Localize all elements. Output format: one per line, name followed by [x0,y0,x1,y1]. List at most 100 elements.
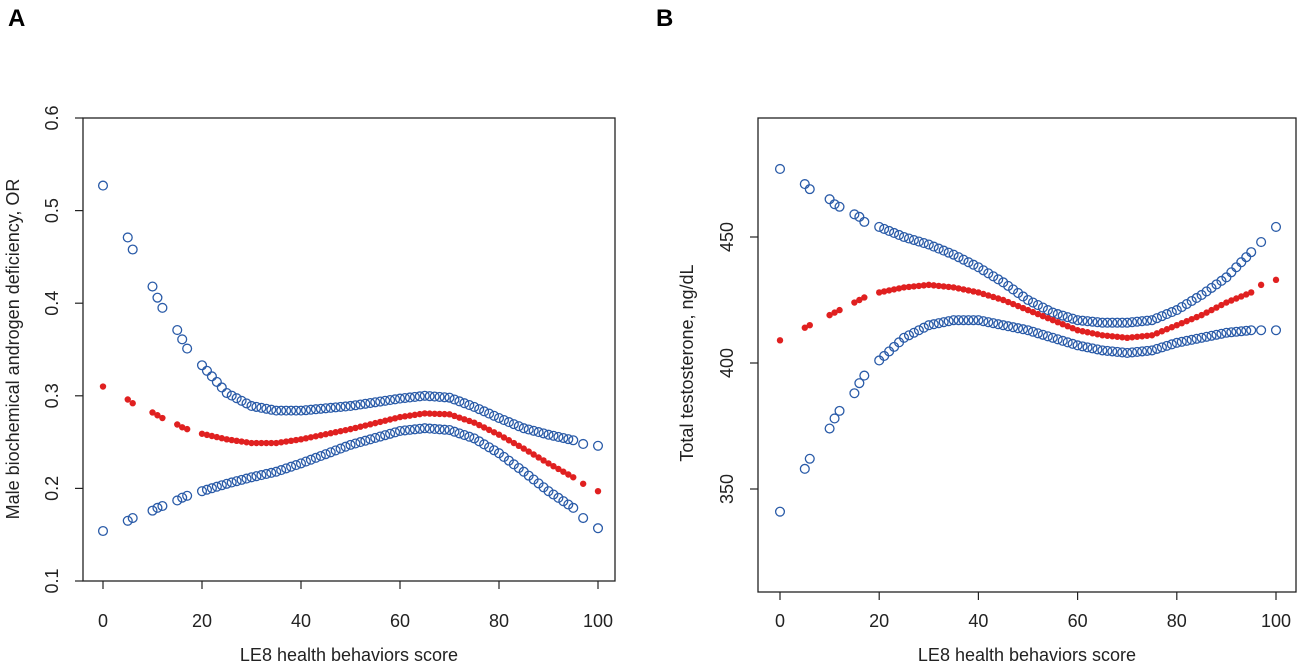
panel-b-point-estimate [920,282,928,289]
panel-a-point-lower-95-ci [271,466,282,477]
panel-a-point-upper-95-ci [241,398,252,409]
panel-a-point-lower-95-ci [449,426,460,437]
panel-a-point-estimate [446,411,453,418]
panel-a-point-lower-95-ci [394,425,406,437]
panel-b-point-lower-95-ci [1181,335,1192,346]
panel-b-point-upper-95-ci [908,234,919,246]
panel-b-point-upper-95-ci [1256,236,1267,248]
panel-a-point-estimate [327,430,334,437]
panel-b-point-upper-95-ci [1092,317,1103,328]
panel-a-point-upper-95-ci [434,391,445,402]
panel-a-y-tick-label: 0.5 [42,198,62,223]
panel-b-point-estimate [1024,306,1032,314]
panel-a-point-estimate [377,418,384,426]
panel-b-point-estimate [1099,332,1106,339]
panel-a-x-axis-title: LE8 health behaviors score [240,645,458,663]
panel-a-point-estimate [431,410,438,417]
panel-a-y-tick-label: 0.1 [42,568,62,593]
panel-b-point-upper-95-ci [824,194,835,205]
panel-a-point-upper-95-ci [256,402,267,413]
panel-b-point-lower-95-ci [1082,342,1093,353]
panel-b-point-lower-95-ci [1067,338,1078,349]
panel-a-point-estimate [426,410,433,417]
panel-a-x-tick-label: 100 [583,611,613,631]
panel-a-point-upper-95-ci [236,395,247,406]
panel-b-point-upper-95-ci [1032,299,1043,311]
panel-b-point-lower-95-ci [1236,326,1247,337]
panel-a-point-lower-95-ci [266,467,277,478]
panel-a-point-upper-95-ci [548,430,559,441]
panel-b-point-upper-95-ci [983,268,994,279]
panel-b-point-upper-95-ci [1097,317,1108,328]
panel-b-point-upper-95-ci [884,225,895,237]
panel-b-point-estimate [1243,291,1250,298]
panel-a-point-lower-95-ci [300,456,312,467]
panel-b-point-estimate [985,292,992,299]
panel-b-point-lower-95-ci [933,318,944,329]
panel-a-point-upper-95-ci [97,180,109,191]
panel-b-point-upper-95-ci [903,233,915,244]
panel-b-point-estimate [925,281,932,289]
panel-a-point-upper-95-ci [127,244,138,255]
panel-a-point-lower-95-ci [256,470,267,481]
panel-b-point-estimate [1000,296,1007,304]
panel-b-point-upper-95-ci [973,262,984,273]
panel-a-y-tick-label: 0.2 [42,476,62,501]
panel-a-point-lower-95-ci [97,525,109,537]
panel-a-point-upper-95-ci [172,325,183,336]
panel-a-point-upper-95-ci [439,392,450,403]
panel-a-point-lower-95-ci [127,512,138,524]
panel-b-point-lower-95-ci [1042,331,1053,342]
panel-a-point-lower-95-ci [543,486,554,497]
panel-a-point-lower-95-ci [211,481,222,492]
panel-b-point-estimate [1228,297,1235,304]
panel-a-point-lower-95-ci [246,472,257,483]
panel-b-point-lower-95-ci [998,320,1009,331]
panel-b-point-estimate [930,282,937,289]
panel-b-point-lower-95-ci [1186,334,1197,345]
panel-b-point-estimate [1218,301,1225,309]
panel-b-point-upper-95-ci [988,271,999,282]
panel-b-point-lower-95-ci [834,405,845,416]
panel-b-point-upper-95-ci [1042,305,1053,316]
panel-b-point-lower-95-ci [1122,347,1133,358]
panel-b-point-lower-95-ci [1102,345,1113,356]
panel-a-point-lower-95-ci [281,463,292,474]
panel-b-point-estimate [1074,327,1081,334]
panel-b-point-lower-95-ci [1141,345,1153,356]
panel-a-point-lower-95-ci [563,499,574,510]
panel-b-point-upper-95-ci [799,179,810,190]
panel-a-label: A [8,5,25,32]
panel-a-point-upper-95-ci [553,431,564,442]
panel-b-point-upper-95-ci [1027,297,1039,308]
panel-b-point-lower-95-ci [1022,325,1034,336]
panel-a-point-estimate [456,414,463,421]
panel-b-point-estimate [885,287,893,294]
panel-a-point-lower-95-ci [365,434,376,445]
panel-b-point-lower-95-ci [978,316,989,327]
panel-a-point-lower-95-ci [548,489,559,500]
panel-a-point-lower-95-ci [444,425,455,436]
panel-a-point-estimate [565,471,572,478]
panel-b-point-upper-95-ci [1156,311,1167,322]
panel-b-point-lower-95-ci [1171,337,1182,348]
panel-a-point-upper-95-ci [345,400,356,412]
panel-a-x-tick-label: 20 [192,611,212,631]
panel-a-point-lower-95-ci [568,502,579,513]
panel-b-point-lower-95-ci [824,423,835,434]
panel-a-point-estimate [421,410,428,417]
panel-b-x-tick-label: 100 [1261,611,1291,631]
panel-a-point-estimate [396,413,404,421]
panel-a-point-estimate [466,417,473,425]
panel-a-point-upper-95-ci [568,435,579,446]
panel-b-point-lower-95-ci [1270,325,1282,336]
panel-a-point-lower-95-ci [335,443,346,454]
panel-a-x-tick-label: 60 [390,611,410,631]
panel-a-point-upper-95-ci [449,394,460,405]
panel-b-point-lower-95-ci [1151,343,1163,354]
panel-a-point-lower-95-ci [157,500,168,512]
panel-b-point-upper-95-ci [1171,305,1182,316]
panel-b-point-upper-95-ci [1176,302,1187,313]
panel-a-y-axis-title: Male biochemical androgen deficiency, OR [3,179,23,520]
panel-a-point-upper-95-ci [558,432,569,444]
